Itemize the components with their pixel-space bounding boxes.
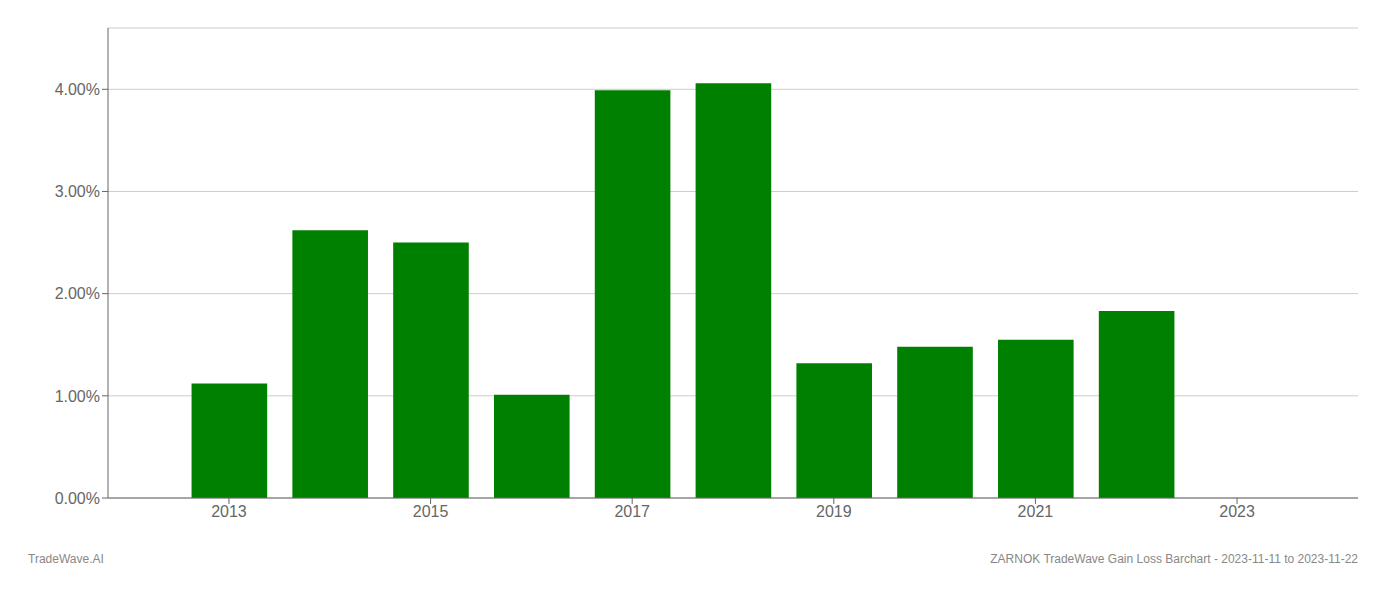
svg-text:1.00%: 1.00% bbox=[55, 388, 100, 405]
svg-text:2.00%: 2.00% bbox=[55, 285, 100, 302]
svg-text:2017: 2017 bbox=[614, 503, 650, 520]
svg-text:0.00%: 0.00% bbox=[55, 490, 100, 507]
svg-text:3.00%: 3.00% bbox=[55, 183, 100, 200]
svg-text:2015: 2015 bbox=[413, 503, 449, 520]
svg-text:4.00%: 4.00% bbox=[55, 81, 100, 98]
svg-text:2013: 2013 bbox=[211, 503, 247, 520]
html-text:TradeWave.AI: TradeWave.AI bbox=[28, 552, 104, 566]
svg-text:2021: 2021 bbox=[1018, 503, 1054, 520]
svg-text:2019: 2019 bbox=[816, 503, 852, 520]
html-text:ZARNOK TradeWave Gain Loss Bar: ZARNOK TradeWave Gain Loss Barchart - 20… bbox=[990, 552, 1358, 566]
svg-text:2023: 2023 bbox=[1219, 503, 1255, 520]
